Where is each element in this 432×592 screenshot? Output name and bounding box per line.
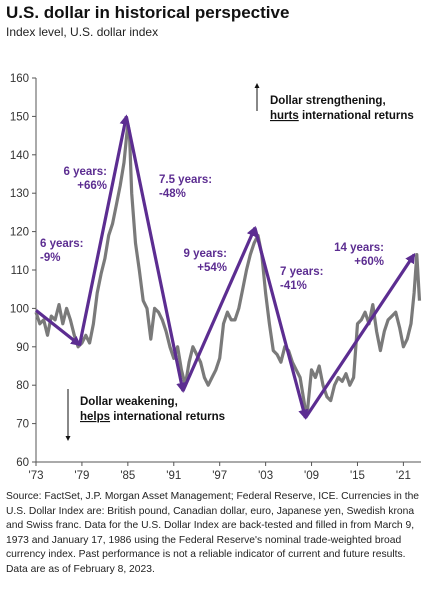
trend-label: 6 years: xyxy=(40,238,83,250)
y-tick-label: 140 xyxy=(10,150,29,162)
x-tick-label: '03 xyxy=(258,470,273,482)
trend-arrow xyxy=(253,227,309,420)
chart-subtitle: Index level, U.S. dollar index xyxy=(6,25,159,39)
trend-arrow xyxy=(35,309,82,347)
trend-label: +60% xyxy=(354,256,384,268)
trend-arrow xyxy=(78,114,130,346)
y-tick-label: 80 xyxy=(16,380,29,392)
y-tick-label: 60 xyxy=(16,457,29,469)
trend-label: -48% xyxy=(159,188,186,200)
annotation-text: Dollar strengthening, xyxy=(270,95,386,107)
x-tick-label: '21 xyxy=(396,470,411,482)
trend-label: -41% xyxy=(280,280,307,292)
trend-arrow xyxy=(304,252,416,419)
dollar-index-series-line xyxy=(34,122,422,418)
x-tick-label: '15 xyxy=(350,470,365,482)
trend-label: 6 years: xyxy=(64,166,107,178)
annotation-text: helps international returns xyxy=(80,411,225,423)
chart-title: U.S. dollar in historical perspective xyxy=(6,3,290,22)
x-tick-label: '79 xyxy=(74,470,89,482)
trend-label: 9 years: xyxy=(184,248,227,260)
y-tick-label: 150 xyxy=(10,111,29,123)
trend-label: 7.5 years: xyxy=(159,174,212,186)
trend-label: 7 years: xyxy=(280,266,323,278)
y-tick-label: 100 xyxy=(10,303,29,315)
trend-label: +66% xyxy=(77,180,107,192)
source-note: Source: FactSet, J.P. Morgan Asset Manag… xyxy=(6,491,420,575)
chart-plot: 60 70 80 90 100 110 120 130 140 150 160 '73 '79 '85 '9… xyxy=(10,73,422,482)
trend-label: 14 years: xyxy=(334,242,384,254)
y-tick-label: 120 xyxy=(10,227,29,239)
annotation-text: Dollar weakening, xyxy=(80,396,178,408)
trend-label: -9% xyxy=(40,252,60,264)
x-tick-label: '85 xyxy=(120,470,135,482)
y-tick-label: 160 xyxy=(10,73,29,85)
x-tick-label: '97 xyxy=(212,470,227,482)
y-tick-label: 130 xyxy=(10,188,29,200)
y-tick-label: 70 xyxy=(16,419,29,431)
y-tick-label: 90 xyxy=(16,342,29,354)
x-tick-label: '91 xyxy=(166,470,181,482)
trend-label: +54% xyxy=(197,262,227,274)
trend-arrow xyxy=(124,116,187,393)
x-tick-label: '73 xyxy=(29,470,44,482)
y-tick-label: 110 xyxy=(11,265,29,277)
trend-arrow xyxy=(181,225,257,392)
x-tick-label: '09 xyxy=(304,470,319,482)
annotation-text: hurts international returns xyxy=(270,110,414,122)
